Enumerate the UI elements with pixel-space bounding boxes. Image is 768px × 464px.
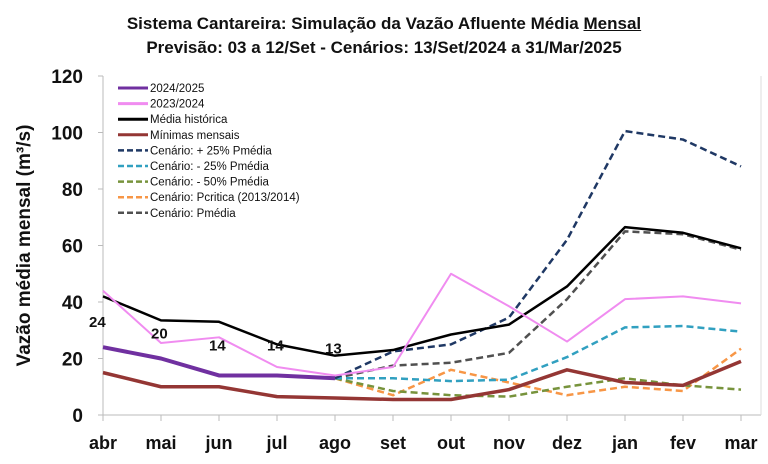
chart-title: Sistema Cantareira: Simulação da Vazão A… bbox=[0, 14, 768, 34]
chart-title-underlined: Mensal bbox=[583, 14, 642, 33]
series-line-cen-rio-pcritica-2013-2014- bbox=[334, 347, 742, 397]
series-line-2024-2025 bbox=[102, 345, 336, 381]
x-tick-label: out bbox=[437, 433, 465, 453]
x-tick-label: ago bbox=[319, 433, 351, 453]
y-tick-label: 40 bbox=[62, 293, 83, 314]
data-label: 14 bbox=[209, 337, 226, 354]
series-line-m-dia-hist-rica bbox=[102, 225, 742, 357]
series-line-cen-rio-25-pm-dia bbox=[335, 324, 742, 383]
chart-title-text: Sistema Cantareira: Simulação da Vazão A… bbox=[126, 14, 579, 33]
legend-label: 2023/2024 bbox=[150, 99, 205, 111]
x-tick-label: jan bbox=[611, 433, 638, 453]
x-tick-label: set bbox=[380, 433, 406, 453]
x-tick-label: mai bbox=[145, 433, 176, 453]
legend-label: 2024/2025 bbox=[150, 83, 204, 95]
y-tick-label: 20 bbox=[62, 350, 83, 371]
y-tick-label: 120 bbox=[51, 67, 83, 88]
y-tick-label: 60 bbox=[62, 237, 83, 258]
legend-label: Cenário: - 25% Pmédia bbox=[150, 161, 269, 173]
legend-label: Cenário: + 25% Pmédia bbox=[150, 145, 272, 157]
legend-label: Cenário: Pcritica (2013/2014) bbox=[150, 192, 300, 204]
y-tick-label: 100 bbox=[51, 124, 83, 145]
series-line-m-nimas-mensais bbox=[102, 359, 742, 402]
legend-label: Cenário: Pmédia bbox=[150, 208, 236, 220]
x-tick-label: abr bbox=[89, 433, 117, 453]
chart-subtitle: Previsão: 03 a 12/Set - Cenários: 13/Set… bbox=[146, 38, 622, 57]
y-tick-label: 0 bbox=[72, 406, 83, 427]
legend-label: Mínimas mensais bbox=[150, 130, 240, 142]
data-label: 13 bbox=[325, 340, 342, 357]
x-tick-label: mar bbox=[724, 433, 757, 453]
legend-label: Média histórica bbox=[150, 114, 228, 126]
data-label: 24 bbox=[89, 314, 106, 331]
data-label: 14 bbox=[267, 337, 284, 354]
x-tick-label: jun bbox=[205, 433, 233, 453]
y-tick-label: 80 bbox=[62, 180, 83, 201]
x-tick-label: nov bbox=[493, 433, 525, 453]
legend-label: Cenário: - 50% Pmédia bbox=[150, 177, 269, 189]
data-label: 20 bbox=[151, 326, 168, 343]
x-tick-label: fev bbox=[670, 433, 696, 453]
series-line-cen-rio-25-pm-dia bbox=[334, 129, 742, 380]
series-line-2023-2024 bbox=[102, 272, 742, 377]
x-tick-label: dez bbox=[552, 433, 582, 453]
y-axis-label: Vazão média mensal (m³/s) bbox=[14, 125, 35, 367]
x-tick-label: jul bbox=[266, 433, 288, 453]
series-line-cen-rio-pm-dia bbox=[334, 230, 742, 380]
